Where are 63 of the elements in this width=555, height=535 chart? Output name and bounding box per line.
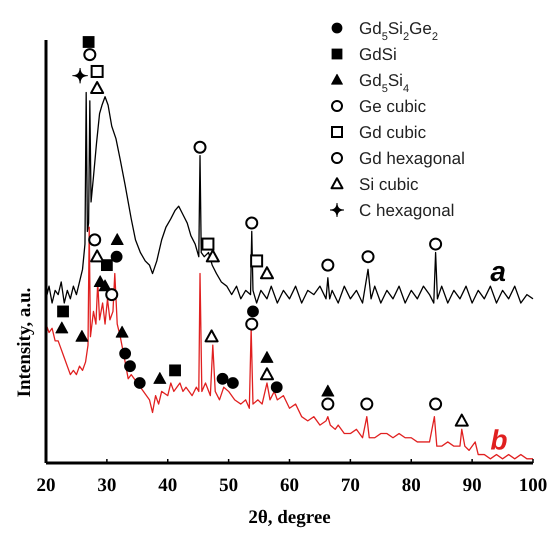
point bbox=[247, 306, 259, 318]
point bbox=[216, 372, 228, 385]
point bbox=[360, 398, 374, 411]
point bbox=[124, 360, 136, 372]
x-tick-label: 30 bbox=[97, 475, 116, 496]
point bbox=[82, 36, 95, 48]
legend-label: Si cubic bbox=[359, 175, 420, 194]
point bbox=[153, 372, 166, 384]
legend-label: C hexagonal bbox=[359, 201, 454, 220]
series-label: b bbox=[490, 424, 508, 456]
point bbox=[245, 318, 258, 331]
point bbox=[260, 266, 274, 280]
legend-label: GdSi bbox=[359, 45, 397, 64]
point bbox=[88, 233, 102, 246]
point bbox=[90, 249, 104, 262]
x-tick-label: 70 bbox=[340, 475, 360, 496]
point bbox=[72, 67, 88, 84]
x-tick-label: 60 bbox=[280, 475, 299, 496]
x-tick-label: 40 bbox=[158, 475, 178, 496]
point bbox=[204, 329, 219, 342]
point bbox=[206, 249, 220, 262]
point bbox=[105, 288, 118, 302]
point bbox=[119, 348, 132, 360]
point bbox=[57, 306, 69, 318]
point bbox=[83, 48, 96, 62]
point bbox=[362, 250, 375, 264]
x-tick-label: 90 bbox=[462, 475, 482, 496]
point bbox=[429, 238, 442, 251]
point bbox=[226, 377, 239, 389]
point bbox=[194, 140, 207, 154]
point bbox=[201, 238, 214, 251]
point bbox=[321, 384, 334, 397]
y-axis-title: Intensity, a.u. bbox=[14, 288, 35, 398]
legend-label: Gd$_{5}$Si$_{4}$ bbox=[359, 71, 410, 95]
point bbox=[169, 364, 181, 376]
point bbox=[429, 398, 442, 411]
point bbox=[116, 326, 129, 338]
x-tick-label: 50 bbox=[219, 475, 238, 496]
point bbox=[245, 216, 258, 230]
point bbox=[90, 64, 104, 78]
legend-label: Gd$_{5}$Si$_{2}$Ge$_{2}$ bbox=[359, 19, 438, 43]
point bbox=[321, 398, 334, 411]
point bbox=[90, 80, 104, 94]
point bbox=[100, 259, 113, 272]
x-axis-title: 2θ, degree bbox=[248, 507, 331, 528]
x-tick-label: 20 bbox=[36, 475, 56, 496]
legend-label: Gd cubic bbox=[359, 123, 427, 142]
point bbox=[250, 254, 264, 268]
legend-label: Ge cubic bbox=[359, 97, 427, 116]
point bbox=[260, 351, 274, 363]
point bbox=[134, 377, 146, 389]
x-tick-label: 100 bbox=[518, 475, 548, 496]
point bbox=[321, 258, 334, 272]
series-label: a bbox=[490, 256, 506, 288]
point bbox=[110, 233, 124, 245]
point bbox=[55, 322, 68, 334]
point bbox=[75, 330, 88, 342]
point bbox=[260, 367, 274, 380]
x-tick-label: 80 bbox=[402, 475, 421, 496]
point bbox=[110, 250, 123, 263]
point bbox=[454, 414, 469, 427]
point bbox=[270, 381, 283, 394]
legend-label: Gd hexagonal bbox=[359, 149, 465, 168]
